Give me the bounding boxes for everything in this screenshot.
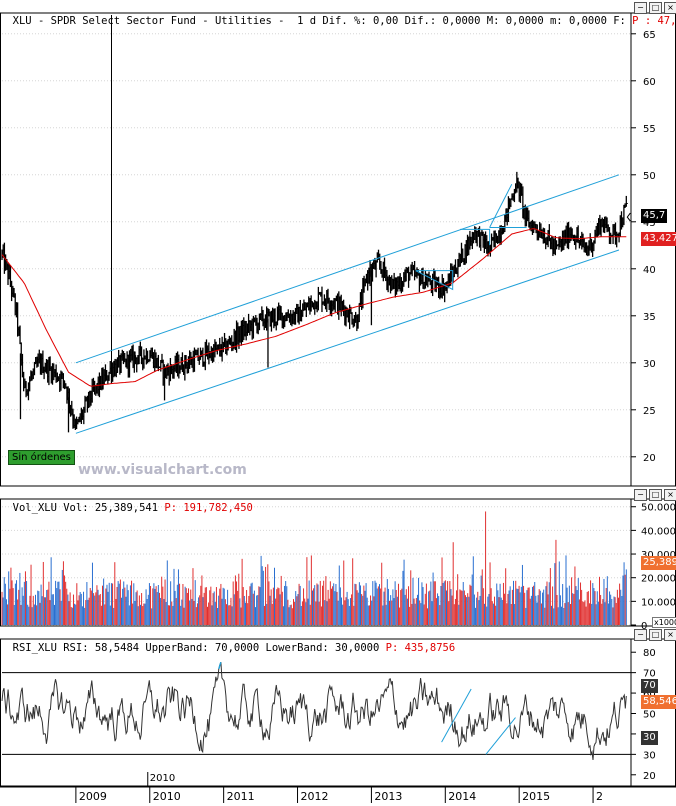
- x-tick-label: 2012: [301, 790, 329, 803]
- moving-average-badge: 43,427: [641, 232, 676, 246]
- minimize-button[interactable]: −: [634, 489, 647, 501]
- x-tick-label: 2009: [79, 790, 107, 803]
- rsi-tick-label: 50: [643, 710, 656, 721]
- x-tick-label: 2014: [448, 790, 476, 803]
- rsi-tick-label: 70: [643, 669, 656, 680]
- rsi-overbought-segment: [219, 661, 222, 666]
- price-tick-label: 35: [643, 312, 656, 323]
- rsi-tick-label: 60: [643, 689, 656, 700]
- volume-tick-label: 0: [641, 621, 647, 632]
- watermark: www.visualchart.com: [78, 462, 247, 478]
- x-tick-label: 2011: [227, 790, 255, 803]
- price-tick-label: 50: [643, 171, 656, 182]
- maximize-button[interactable]: □: [649, 629, 662, 641]
- x-tick-label: 2010: [153, 790, 181, 803]
- moving-average-line: [1, 228, 627, 387]
- volume-tick-label: 30.000: [641, 550, 676, 561]
- volume-panel: 0 10.000 20.000 30.000 40.000 50.000: [0, 498, 676, 632]
- rsi-label: RSI_XLU RSI: 58,5484 UpperBand: 70,0000 …: [12, 642, 386, 654]
- close-button[interactable]: ×: [664, 629, 676, 641]
- rsi-upper-band-badge: 70: [641, 679, 658, 693]
- last-rsi-badge: 58,546: [641, 695, 676, 709]
- price-tick-label: 60: [643, 77, 656, 88]
- last-price-arrow: [626, 212, 631, 222]
- rsi-lower-band-badge: 30: [641, 731, 658, 745]
- volume-tick-label: 20.000: [641, 574, 676, 585]
- x-axis: 2009 2010 2011 2012 2013 2014 2015 2 2010: [0, 772, 676, 803]
- price-stats: Dif. %: 0,00 Dif.: 0,0000 M: 0,0000 m: 0…: [316, 15, 633, 27]
- rsi-tick-label: 30: [643, 750, 656, 761]
- x-sublabel: 2010: [150, 773, 175, 784]
- volume-label: Vol_XLU Vol: 25,389,541: [12, 502, 165, 514]
- rsi-trend-line: [485, 717, 516, 755]
- maximize-button[interactable]: □: [649, 2, 662, 14]
- channel-upper-line: [75, 174, 620, 364]
- x-tick-label: 2015: [522, 790, 550, 803]
- price-p-value: P : 47,: [632, 15, 676, 27]
- close-button[interactable]: ×: [664, 2, 676, 14]
- volume-tick-label: 50.000: [641, 503, 676, 514]
- maximize-button[interactable]: □: [649, 489, 662, 501]
- trend-triangle: [460, 228, 491, 246]
- price-tick-label: 25: [643, 406, 656, 417]
- x-tick-label: 2013: [374, 790, 402, 803]
- price-panel: 20 25 30 35 40 45 50 55 60 65: [0, 12, 676, 487]
- minimize-button[interactable]: −: [634, 629, 647, 641]
- rsi-tick-label: 20: [643, 771, 656, 782]
- price-panel-header: XLU - SPDR Select Sector Fund - Utilitie…: [0, 0, 676, 27]
- price-tick-label: 40: [643, 265, 656, 276]
- volume-tick-label: 10.000: [641, 597, 676, 608]
- price-window-controls: − □ ×: [634, 2, 676, 14]
- trend-line: [489, 183, 513, 228]
- price-tick-label: 30: [643, 359, 656, 370]
- rsi-p-value: P: 435,8756: [385, 642, 456, 654]
- close-button[interactable]: ×: [664, 489, 676, 501]
- volume-panel-header: Vol_XLU Vol: 25,389,541 P: 191,782,450: [0, 487, 253, 514]
- rsi-line: [1, 662, 627, 761]
- no-orders-badge[interactable]: Sin órdenes: [8, 450, 75, 465]
- volume-tick-label: 40.000: [641, 526, 676, 537]
- last-price-badge: 45,7: [641, 209, 668, 223]
- rsi-window-controls: − □ ×: [634, 629, 676, 641]
- chart-title: XLU - SPDR Select Sector Fund - Utilitie…: [12, 15, 317, 27]
- channel-lower-line: [75, 249, 620, 434]
- price-tick-label: 20: [643, 453, 656, 464]
- volume-unit-label: x1000: [652, 617, 676, 628]
- rsi-trend-line: [441, 688, 472, 743]
- last-volume-badge: 25,389: [641, 556, 676, 570]
- rsi-panel-header: RSI_XLU RSI: 58,5484 UpperBand: 70,0000 …: [0, 627, 456, 654]
- minimize-button[interactable]: −: [634, 2, 647, 14]
- x-tick-label: 2: [596, 790, 603, 803]
- price-tick-label: 65: [643, 30, 656, 41]
- rsi-overbought-segment: [218, 665, 221, 670]
- price-tick-label: 55: [643, 124, 656, 135]
- volume-p-value: P: 191,782,450: [164, 502, 253, 514]
- price-tick-label: 45: [643, 218, 656, 229]
- trend-triangle: [415, 270, 454, 291]
- volume-window-controls: − □ ×: [634, 489, 676, 501]
- rsi-tick-label: 80: [643, 648, 656, 659]
